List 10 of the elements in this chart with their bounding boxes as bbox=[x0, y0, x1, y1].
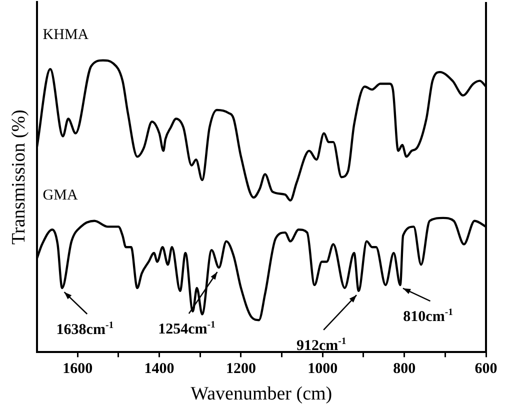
x-tick-label: 1000 bbox=[308, 361, 338, 378]
y-axis-title: Transmission (%) bbox=[8, 110, 30, 245]
x-tick-label: 1400 bbox=[144, 361, 174, 378]
x-tick-label: 1200 bbox=[226, 361, 256, 378]
x-axis-title: Wavenumber (cm) bbox=[190, 384, 332, 405]
x-tick-label: 1600 bbox=[62, 361, 93, 378]
x-tick-label: 800 bbox=[393, 361, 416, 378]
x-tick-label: 600 bbox=[474, 361, 498, 378]
series-label: KHMA bbox=[42, 27, 89, 44]
series-label: GMA bbox=[42, 188, 78, 204]
